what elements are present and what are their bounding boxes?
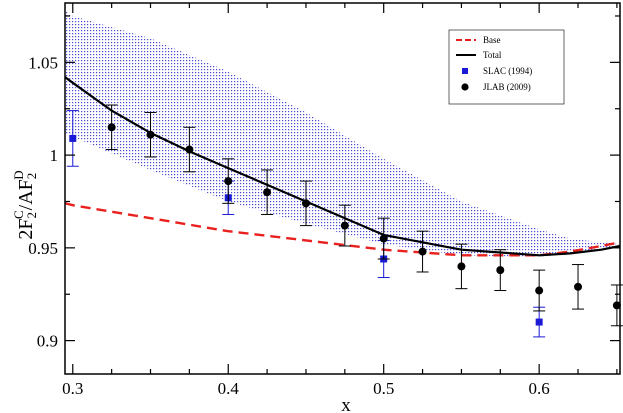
jlab-marker <box>107 123 116 132</box>
legend-total-label: Total <box>483 50 502 60</box>
jlab-marker <box>574 282 583 291</box>
y-tick-label: 1 <box>50 146 59 165</box>
jlab-point-5 <box>299 180 312 227</box>
y-tick-label: 0.9 <box>37 332 58 351</box>
x-tick-label: 0.5 <box>373 379 394 398</box>
legend-slac-swatch <box>462 68 468 74</box>
jlab-point-10 <box>494 249 507 292</box>
jlab-point-11 <box>533 269 546 312</box>
jlab-marker <box>146 130 155 139</box>
jlab-marker <box>418 247 427 256</box>
jlab-point-7 <box>377 217 390 260</box>
axis-ticks <box>65 3 620 374</box>
jlab-point-0 <box>105 104 118 151</box>
x-tick-label: 0.4 <box>218 379 240 398</box>
x-tick-label: 0.6 <box>529 379 550 398</box>
jlab-marker <box>379 234 388 243</box>
jlab-marker <box>496 266 505 275</box>
legend-box <box>448 29 565 105</box>
y-axis-title: 2F2C/AF2D <box>11 170 39 239</box>
jlab-marker <box>535 286 544 295</box>
legend-jlab-label: JLAB (2009) <box>483 82 531 92</box>
y-tick-label: 1.05 <box>28 53 58 72</box>
plot-frame <box>64 2 621 375</box>
jlab-point-8 <box>416 230 429 273</box>
jlab-marker <box>301 199 310 208</box>
jlab-point-13 <box>610 284 623 327</box>
jlab-point-2 <box>183 126 196 173</box>
y-tick-label: 0.95 <box>28 239 58 258</box>
slac-point-3 <box>533 306 546 338</box>
jlab-marker <box>612 301 621 310</box>
jlab-marker <box>263 188 272 197</box>
x-axis-title: x <box>341 395 351 413</box>
jlab-marker <box>224 177 233 186</box>
jlab-marker <box>185 145 194 154</box>
legend-slac-label: SLAC (1994) <box>483 66 532 76</box>
legend-jlab-swatch <box>461 83 469 91</box>
slac-marker <box>69 134 77 142</box>
jlab-point-3 <box>222 158 235 204</box>
slac-point-0 <box>66 110 79 167</box>
slac-marker <box>535 318 543 326</box>
legend-base-label: Base <box>483 35 501 45</box>
jlab-point-12 <box>572 264 585 310</box>
jlab-point-1 <box>144 111 157 158</box>
uncertainty-band <box>65 10 620 258</box>
legend: Base Total SLAC (1994) JLAB (2009) <box>448 29 565 105</box>
jlab-marker <box>457 262 466 271</box>
jlab-point-4 <box>261 169 274 215</box>
jlab-point-6 <box>338 204 351 247</box>
jlab-point-9 <box>455 243 468 290</box>
x-tick-label: 0.3 <box>62 379 83 398</box>
jlab-marker <box>340 221 349 230</box>
